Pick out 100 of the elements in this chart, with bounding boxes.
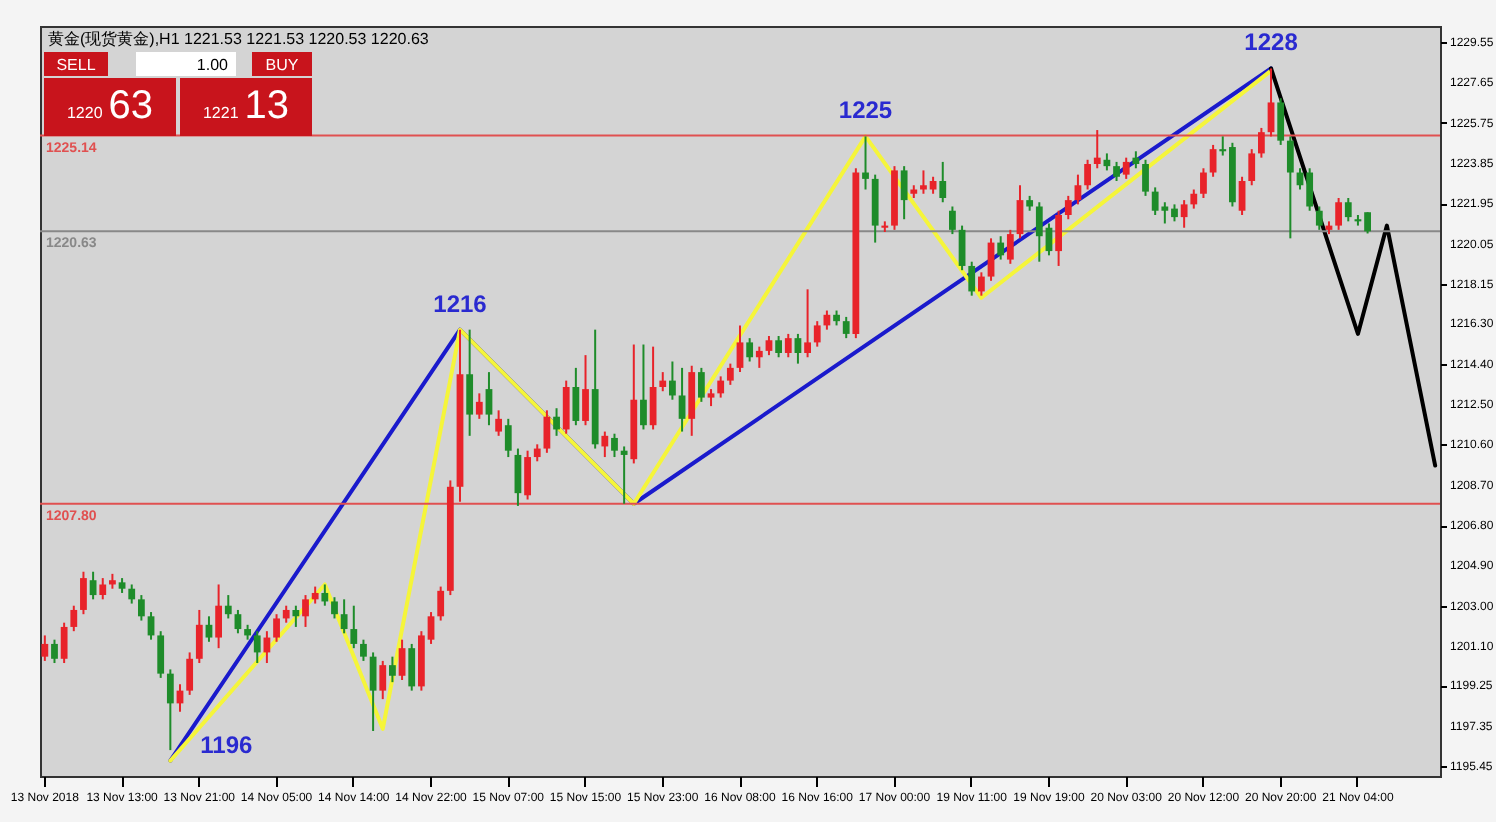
- candlestick: [775, 335, 783, 359]
- candlestick: [1142, 158, 1149, 197]
- candlestick: [977, 271, 985, 297]
- candlestick: [813, 320, 821, 348]
- candlestick: [717, 375, 725, 399]
- candlestick: [601, 430, 609, 459]
- data-label: 1225: [838, 96, 893, 125]
- candlestick: [755, 345, 763, 369]
- candlestick: [1180, 199, 1188, 229]
- candlestick: [997, 235, 1005, 261]
- candlestick: [70, 604, 78, 633]
- candlestick: [331, 596, 338, 620]
- chart-title: 黄金(现货黄金),H1 1221.53 1221.53 1220.53 1220.63: [48, 28, 429, 50]
- candlestick: [321, 583, 329, 607]
- annotation: 1220: [66, 104, 103, 122]
- candlestick: [697, 366, 705, 403]
- candlestick: [823, 309, 831, 331]
- candlestick: [582, 354, 589, 427]
- candlestick: [51, 638, 58, 665]
- candlestick: [949, 205, 956, 236]
- candlestick: [1093, 129, 1101, 170]
- candlestick: [1286, 135, 1294, 240]
- candlestick: [611, 432, 618, 459]
- candlestick: [862, 135, 869, 191]
- candlestick: [292, 604, 300, 628]
- candlestick: [80, 570, 87, 616]
- candlestick: [1055, 209, 1063, 267]
- candlestick: [504, 417, 512, 459]
- candlestick: [524, 449, 531, 501]
- candlestick: [968, 260, 976, 297]
- candlestick: [186, 651, 194, 696]
- annotation: BUY: [252, 52, 312, 76]
- candlestick: [726, 362, 734, 386]
- data-label: 1216: [433, 289, 488, 318]
- candlestick: [408, 642, 416, 692]
- line-series: [1269, 66, 1438, 468]
- candlestick: [1113, 160, 1120, 183]
- candlestick: [273, 613, 280, 643]
- candlestick: [137, 594, 145, 622]
- candlestick: [1248, 148, 1256, 187]
- candlestick: [350, 604, 358, 650]
- candlestick: [195, 608, 203, 665]
- candlestick: [128, 583, 136, 605]
- candlestick: [360, 638, 367, 662]
- candlestick: [340, 598, 348, 635]
- candlestick: [475, 392, 483, 420]
- candlestick: [157, 630, 165, 679]
- candlestick: [60, 621, 68, 665]
- candlestick: [215, 583, 223, 650]
- candlestick: [649, 345, 657, 431]
- candlestick: [99, 577, 107, 601]
- candlestick: [746, 337, 754, 363]
- candlestick: [640, 343, 647, 431]
- candlestick: [1006, 228, 1014, 265]
- annotation: 1.00: [136, 52, 236, 76]
- candlestick: [900, 165, 908, 221]
- candlestick: [765, 335, 773, 357]
- candlestick: [369, 651, 377, 732]
- candlestick: [89, 570, 97, 601]
- candlestick: [678, 366, 686, 433]
- candlestick: [1257, 126, 1265, 159]
- annotation: 1221: [202, 104, 239, 122]
- candlestick: [1209, 143, 1217, 178]
- candlestick: [688, 364, 696, 437]
- candlestick: [553, 407, 560, 437]
- candlestick: [466, 328, 474, 437]
- candlestick: [302, 594, 309, 628]
- candlestick: [389, 655, 396, 684]
- candlestick: [437, 585, 445, 622]
- data-label: 1228: [1244, 28, 1299, 57]
- candlestick: [562, 379, 570, 435]
- candlestick: [1122, 156, 1130, 180]
- candlestick: [620, 445, 628, 505]
- data-label: 1196: [200, 730, 254, 759]
- candlestick: [736, 324, 744, 374]
- candlestick: [1277, 97, 1285, 146]
- candlestick: [379, 659, 387, 701]
- candlestick: [1200, 167, 1207, 199]
- candlestick: [224, 594, 232, 620]
- candlestick: [939, 160, 947, 204]
- candlestick: [1064, 194, 1072, 221]
- candlestick: [572, 366, 580, 427]
- candlestick: [1084, 158, 1091, 191]
- candlestick: [871, 173, 879, 244]
- candlestick: [263, 630, 271, 665]
- candlestick: [784, 332, 792, 359]
- candlestick: [253, 630, 261, 665]
- annotation: SELL: [44, 52, 108, 76]
- annotation: 13: [244, 84, 290, 130]
- candlestick: [1335, 197, 1343, 231]
- candlestick: [659, 371, 667, 393]
- candlestick: [804, 288, 811, 359]
- candlestick: [543, 409, 551, 454]
- candlestick: [485, 371, 493, 427]
- candlestick: [1190, 188, 1198, 210]
- candlestick: [495, 409, 503, 437]
- candlestick: [166, 668, 174, 752]
- candlestick: [205, 615, 213, 643]
- candlestick: [842, 315, 850, 340]
- annotation: 63: [108, 84, 154, 130]
